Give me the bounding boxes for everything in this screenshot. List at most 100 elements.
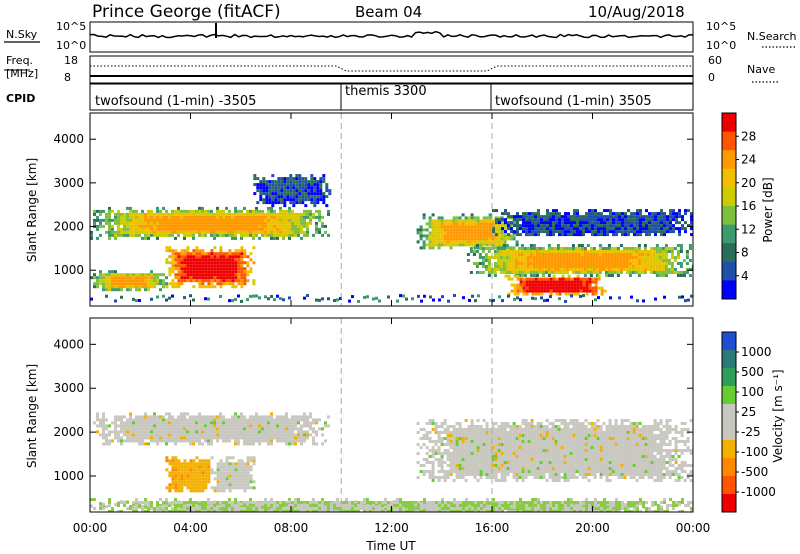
heatmap-cell [165,456,169,460]
heatmap-cell [141,218,144,222]
heatmap-cell [111,218,114,222]
heatmap-cell [533,425,537,428]
heatmap-cell [482,443,486,446]
heatmap-cell [485,240,489,244]
heatmap-cell [249,424,252,428]
heatmap-cell [105,442,108,446]
heatmap-cell [210,221,213,225]
heatmap-cell [634,247,638,250]
heatmap-cell [417,294,420,298]
heatmap-cell [237,261,241,265]
heatmap-cell [544,268,548,271]
heatmap-cell [310,174,314,178]
heatmap-cell [135,218,138,222]
heatmap-cell [588,283,592,287]
heatmap-cell [506,425,510,428]
heatmap-cell [192,462,196,466]
heatmap-cell [222,233,225,237]
heatmap-cell [153,421,156,425]
heatmap-cell [501,299,504,303]
heatmap-cell [521,461,525,464]
heatmap-cell [577,244,581,247]
heatmap-cell [479,225,483,229]
heatmap-cell [557,473,561,476]
heatmap-cell [533,473,537,476]
heatmap-cell [524,446,528,449]
heatmap-cell [470,243,474,247]
heatmap-cell [550,259,554,262]
heatmap-cell [461,458,465,461]
heatmap-cell [575,428,579,431]
heatmap-cell [500,473,504,476]
heatmap-cell [678,295,681,299]
heatmap-cell [578,437,582,440]
heatmap-cell [150,433,153,437]
heatmap-cell [572,419,576,422]
heatmap-cell [168,412,171,416]
heatmap-cell [452,219,456,223]
heatmap-cell [585,289,589,293]
heatmap-cell [114,299,117,303]
heatmap-cell [249,212,252,216]
heatmap-cell [286,198,290,202]
heatmap-cell [603,218,606,222]
heatmap-cell [579,233,582,237]
heatmap-cell [503,476,507,479]
heatmap-cell [690,212,693,216]
heatmap-cell [291,221,294,225]
heatmap-cell [557,461,561,464]
heatmap-cell [201,261,205,265]
heatmap-cell [129,424,132,428]
heatmap-cell [285,233,288,237]
heatmap-cell [443,219,447,223]
heatmap-cell [446,240,450,244]
heatmap-cell [627,227,630,231]
heatmap-cell [105,212,108,216]
heatmap-cell [527,458,531,461]
heatmap-cell [283,204,287,208]
heatmap-cell [231,227,234,231]
heatmap-cell [289,177,293,181]
heatmap-cell [518,431,522,434]
heatmap-cell [111,282,114,286]
heatmap-cell [573,283,577,287]
heatmap-cell [648,215,651,219]
heatmap-cell [654,224,657,228]
heatmap-cell [437,431,441,434]
heatmap-cell [449,246,453,250]
heatmap-cell [545,452,549,455]
heatmap-cell [144,233,147,237]
heatmap-cell [189,424,192,428]
heatmap-cell [303,209,306,213]
heatmap-cell [513,230,516,234]
heatmap-cell [649,265,653,268]
heatmap-cell [575,461,579,464]
heatmap-cell [431,231,435,235]
heatmap-cell [534,227,537,231]
heatmap-cell [497,479,501,482]
heatmap-cell [228,258,232,262]
heatmap-cell [319,180,323,184]
heatmap-cell [213,264,217,268]
heatmap-cell [643,259,647,262]
heatmap-cell [114,221,117,225]
heatmap-cell [297,221,300,225]
heatmap-cell [479,431,483,434]
heatmap-cell [511,253,515,256]
heatmap-cell [234,439,237,443]
heatmap-cell [541,253,545,256]
heatmap-cell [479,437,483,440]
heatmap-cell [201,212,204,216]
heatmap-cell [651,221,654,225]
heatmap-cell [473,231,477,235]
heatmap-cell [555,218,558,222]
heatmap-cell [243,221,246,225]
heatmap-cell [533,434,537,437]
heatmap-cell [473,470,477,473]
heatmap-cell [240,427,243,431]
heatmap-cell [273,433,276,437]
heatmap-cell [162,427,165,431]
heatmap-cell [243,218,246,222]
heatmap-cell [114,436,117,440]
heatmap-cell [597,212,600,216]
